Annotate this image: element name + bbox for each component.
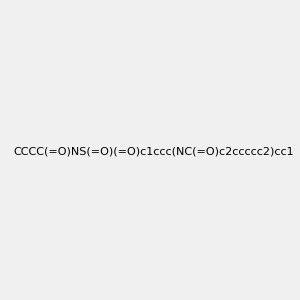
- Text: CCCC(=O)NS(=O)(=O)c1ccc(NC(=O)c2ccccc2)cc1: CCCC(=O)NS(=O)(=O)c1ccc(NC(=O)c2ccccc2)c…: [14, 146, 294, 157]
